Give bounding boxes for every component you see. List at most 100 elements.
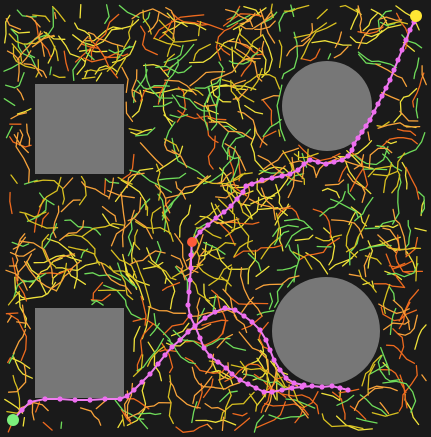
path-node — [237, 377, 243, 383]
path-node — [245, 381, 251, 387]
path-node — [349, 147, 355, 153]
path-node — [283, 375, 289, 381]
path-node — [57, 396, 63, 402]
path-node — [185, 302, 191, 308]
path-node — [186, 289, 192, 295]
path-node — [331, 159, 337, 165]
path-node — [359, 129, 365, 135]
path-node — [243, 183, 249, 189]
path-node — [197, 229, 203, 235]
exploration-tree — [3, 3, 427, 433]
path-node — [253, 385, 259, 391]
obstacle-bottom-right — [272, 277, 380, 385]
path-node — [131, 387, 137, 393]
path-node — [42, 396, 48, 402]
obstacle-bottom-left — [35, 308, 124, 398]
path-node — [187, 313, 193, 319]
path-node — [403, 37, 409, 43]
path-node — [277, 367, 283, 373]
path-node — [192, 323, 198, 329]
path-node — [197, 335, 203, 341]
path-node — [407, 27, 413, 33]
path-node — [399, 47, 405, 53]
path-node — [289, 385, 295, 391]
path-node — [188, 265, 194, 271]
path-node — [269, 175, 275, 181]
path-node — [169, 344, 175, 350]
path-node — [124, 393, 130, 399]
obstacle-top-right — [282, 61, 372, 151]
path-node — [395, 57, 401, 63]
path-node — [345, 387, 351, 393]
path-node — [19, 407, 25, 413]
tree-branches-4 — [6, 3, 422, 430]
path-node — [301, 382, 307, 388]
path-node — [291, 380, 297, 386]
path-node — [228, 203, 234, 209]
path-node — [241, 313, 247, 319]
path-node — [379, 93, 385, 99]
path-node — [205, 222, 211, 228]
path-node — [27, 399, 33, 405]
path-node — [279, 173, 285, 179]
path-node — [249, 181, 255, 187]
path-node — [387, 77, 393, 83]
path-node — [232, 307, 238, 313]
path-node — [269, 389, 275, 395]
path-node — [267, 347, 273, 353]
path-node — [257, 327, 263, 333]
path-node — [329, 383, 335, 389]
path-node — [72, 397, 78, 403]
start-node — [7, 414, 19, 426]
path-node — [271, 357, 277, 363]
path-node — [375, 101, 381, 107]
path-node — [188, 252, 194, 258]
path-node — [215, 359, 221, 365]
path-node — [221, 209, 227, 215]
path-node — [383, 85, 389, 91]
path-node — [279, 387, 285, 393]
path-node — [222, 305, 228, 311]
path-node — [295, 167, 301, 173]
path-node — [229, 371, 235, 377]
path-node — [234, 196, 240, 202]
path-node — [363, 123, 369, 129]
path-node — [201, 345, 207, 351]
path-node — [263, 337, 269, 343]
path-node — [117, 396, 123, 402]
path-node — [355, 135, 361, 141]
path-node — [323, 161, 329, 167]
path-node — [307, 157, 313, 163]
path-node — [391, 67, 397, 73]
path-node — [207, 353, 213, 359]
path-node — [339, 157, 345, 163]
path-node — [337, 385, 343, 391]
path-node — [309, 383, 315, 389]
path-node — [202, 315, 208, 321]
path-node — [212, 309, 218, 315]
path-node — [261, 389, 267, 395]
path-node — [87, 397, 93, 403]
path-node — [240, 189, 246, 195]
tree-branches-3 — [3, 4, 426, 433]
path-node — [162, 352, 168, 358]
junction-node — [187, 237, 197, 247]
path-node — [102, 396, 108, 402]
path-branch-middle — [192, 305, 307, 388]
path-node — [249, 319, 255, 325]
path-node — [287, 171, 293, 177]
path-node — [367, 117, 373, 123]
goal-node — [410, 10, 422, 22]
path-node — [319, 384, 325, 390]
path-node — [187, 277, 193, 283]
path-node — [371, 109, 377, 115]
path-node — [177, 337, 183, 343]
path-node — [259, 177, 265, 183]
path-node — [301, 161, 307, 167]
tree-branches-5 — [5, 5, 427, 432]
path-node — [345, 153, 351, 159]
path-node — [185, 329, 191, 335]
obstacle-top-left — [35, 84, 124, 174]
path-node — [155, 361, 161, 367]
